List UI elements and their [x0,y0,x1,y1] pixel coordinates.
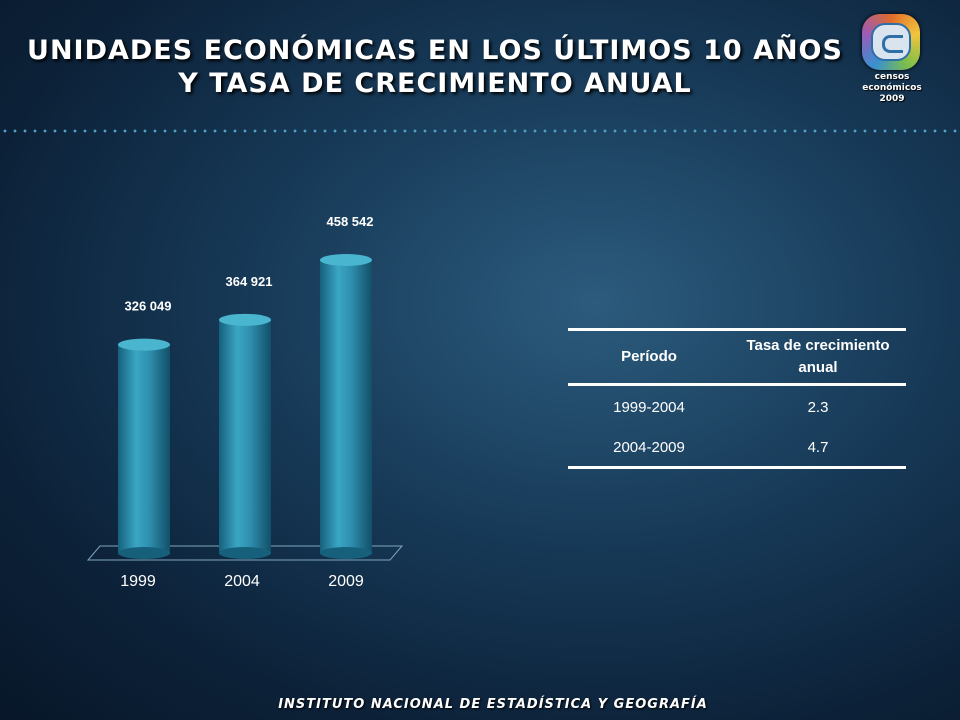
value-labels-group: 326 049 364 921 458 542 [125,214,374,314]
x-tick-labels-group: 1999 2004 2009 [120,573,364,590]
table-header-row: Período Tasa de crecimiento anual [568,329,906,385]
bar-body [320,260,372,553]
bar-base [118,547,170,559]
bar-2009 [320,254,372,559]
censos-economicos-logo: censos económicos 2009 [852,12,932,116]
chart-floor [86,545,404,561]
logo-text-line-1: censos [874,72,910,82]
value-label: 364 921 [226,274,273,289]
header-tasa: Tasa de crecimiento anual [746,337,890,376]
logo-e-icon [871,23,911,61]
bar-base [320,547,372,559]
slide-title: UNIDADES ECONÓMICAS EN LOS ÚLTIMOS 10 AÑ… [20,34,850,100]
bar-2004 [219,313,271,559]
cell-rate: 4.7 [807,439,829,456]
x-tick-label: 2009 [328,573,364,590]
logo-text: censos económicos 2009 [852,72,932,105]
value-label: 458 542 [327,214,374,229]
slide-title-line-1: UNIDADES ECONÓMICAS EN LOS ÚLTIMOS 10 AÑ… [27,35,843,66]
growth-rate-table: Período Tasa de crecimiento anual 1999-2… [568,328,906,469]
footer-institution: INSTITUTO NACIONAL DE ESTADÍSTICA Y GEOG… [278,697,708,712]
table-row: 1999-2004 2.3 [568,385,906,427]
header-periodo: Período [621,348,677,365]
cell-rate: 2.3 [807,399,829,416]
cell-period: 2004-2009 [613,439,685,456]
bar-top [219,313,271,326]
bar-top [118,338,170,351]
bar-body [219,319,271,553]
bars-group [118,254,372,559]
dotted-divider [0,129,960,133]
growth-table: Período Tasa de crecimiento anual 1999-2… [568,328,906,469]
slide-title-line-2: Y TASA DE CRECIMIENTO ANUAL [178,68,692,99]
table-row: 2004-2009 4.7 [568,426,906,468]
bar-top [320,254,372,266]
logo-text-line-3: 2009 [879,94,905,104]
cell-period: 1999-2004 [613,399,685,416]
bar-1999 [118,338,170,559]
value-label: 326 049 [125,299,172,314]
x-tick-label: 1999 [120,573,156,590]
logo-text-line-2: económicos [862,83,922,93]
x-tick-label: 2004 [224,573,260,590]
bar-body [118,344,170,553]
bar-base [219,547,271,559]
